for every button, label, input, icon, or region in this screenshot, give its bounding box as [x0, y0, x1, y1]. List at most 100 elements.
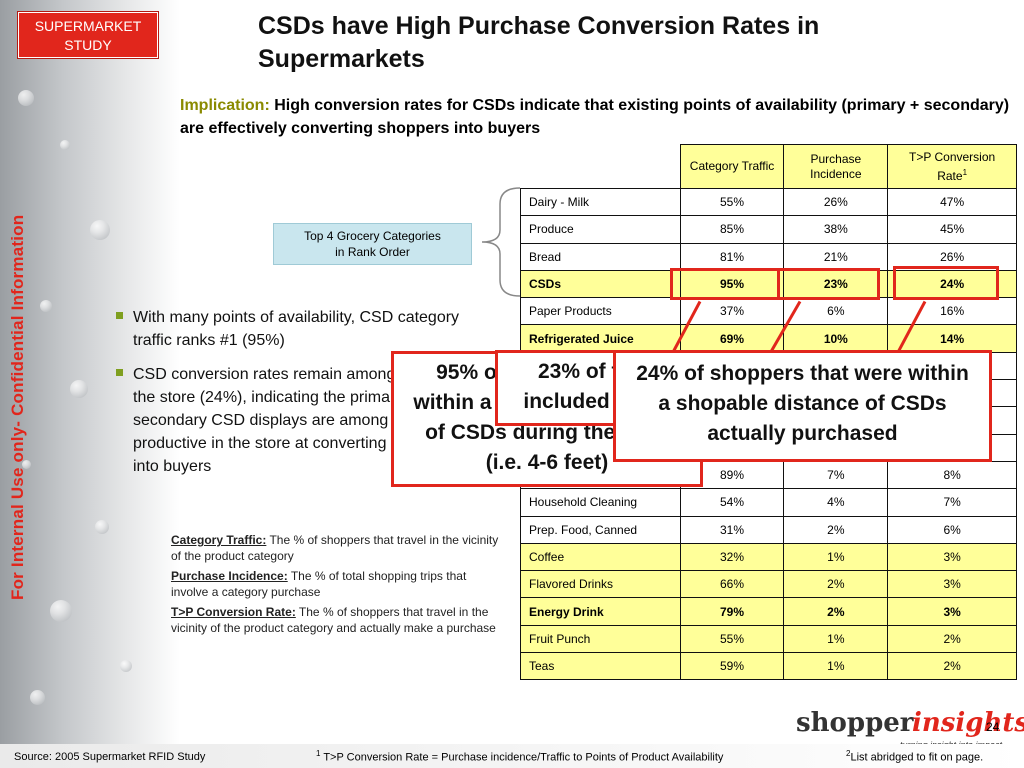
row-category-traffic: 79% [679, 597, 785, 626]
header-footnote-sup: 1 [962, 167, 968, 177]
water-drop [50, 600, 72, 622]
popup-conversion-text: 24% of shoppers that were within a shopa… [636, 362, 969, 445]
definition-text: The % of shoppers that travel in the vic… [171, 605, 496, 635]
table-row: Coffee 32% 1% 3% [520, 542, 1017, 572]
bullet-item: With many points of availability, CSD ca… [115, 306, 485, 352]
table-row: Bread 81% 21% 26% [520, 242, 1017, 271]
row-purchase-incidence: 26% [783, 187, 889, 217]
water-drop [40, 300, 52, 312]
definition-term: Purchase Incidence: [171, 569, 288, 583]
row-category-name: Bread [520, 242, 681, 271]
row-conversion-rate: 3% [887, 570, 1017, 599]
water-drop [70, 380, 88, 398]
row-purchase-incidence: 1% [783, 652, 889, 681]
water-drop [18, 90, 34, 106]
row-purchase-incidence: 2% [783, 570, 889, 599]
bullet-list: With many points of availability, CSD ca… [115, 306, 485, 489]
page-number: 24 [986, 720, 1000, 734]
row-purchase-incidence: 1% [783, 542, 889, 572]
supermarket-study-badge: SUPERMARKET STUDY [18, 12, 158, 58]
row-category-traffic: 85% [679, 215, 785, 244]
row-purchase-incidence: 4% [783, 488, 889, 517]
row-category-traffic: 66% [679, 570, 785, 599]
row-conversion-rate: 2% [887, 624, 1017, 654]
row-purchase-incidence: 38% [783, 215, 889, 244]
definition-text: The % of shoppers that travel in the vic… [171, 533, 499, 563]
top4-callout-line-2: in Rank Order [335, 245, 410, 259]
implication-text: High conversion rates for CSDs indicate … [180, 97, 1010, 137]
row-conversion-rate: 47% [887, 187, 1017, 217]
table-row: Energy Drink 79% 2% 3% [520, 597, 1017, 626]
row-conversion-rate: 8% [887, 460, 1017, 490]
row-category-name: Fruit Punch [520, 624, 681, 654]
table-row: Household Cleaning 54% 4% 7% [520, 488, 1017, 517]
row-category-name: Produce [520, 215, 681, 244]
row-conversion-rate: 2% [887, 652, 1017, 681]
definition-item: T>P Conversion Rate: The % of shoppers t… [171, 604, 501, 636]
row-category-traffic: 54% [679, 488, 785, 517]
row-category-name: Coffee [520, 542, 681, 572]
row-category-traffic: 81% [679, 242, 785, 271]
definition-term: Category Traffic: [171, 533, 267, 547]
left-texture-band [0, 0, 180, 768]
row-purchase-incidence: 7% [783, 460, 889, 490]
logo-insights: insights [912, 708, 1024, 738]
highlight-box-incidence [777, 268, 880, 300]
row-category-traffic: 32% [679, 542, 785, 572]
header-conversion-rate: T>P Conversion Rate1 [887, 144, 1017, 189]
badge-line-1: SUPERMARKET [34, 18, 142, 34]
water-drop [22, 460, 31, 469]
row-category-traffic: 55% [679, 624, 785, 654]
header-purchase-incidence: Purchase Incidence [783, 144, 889, 189]
row-conversion-rate: 14% [887, 324, 1017, 353]
row-category-traffic: 55% [679, 187, 785, 217]
row-purchase-incidence: 1% [783, 624, 889, 654]
row-category-name: Prep. Food, Canned [520, 515, 681, 544]
table-row: Paper Products 37% 6% 16% [520, 297, 1017, 326]
table-row: Teas 59% 1% 2% [520, 652, 1017, 681]
confidential-side-label: For Internal Use only- Confidential Info… [8, 214, 27, 600]
shopper-insights-logo: shopper insights turning insight into im… [796, 708, 1024, 750]
footer-source: Source: 2005 Supermarket RFID Study [14, 751, 206, 763]
row-category-name: Refrigerated Juice [520, 324, 681, 353]
row-purchase-incidence: 2% [783, 597, 889, 626]
definition-text: The % of total shopping trips that invol… [171, 569, 467, 599]
header-blank-cell [521, 145, 681, 189]
table-header-row: Category Traffic Purchase Incidence T>P … [521, 144, 1017, 189]
table-row: Fruit Punch 55% 1% 2% [520, 624, 1017, 654]
table-row: Dairy - Milk 55% 26% 47% [520, 187, 1017, 217]
water-drop [120, 660, 132, 672]
definition-item: Category Traffic: The % of shoppers that… [171, 532, 501, 564]
row-category-name: Paper Products [520, 297, 681, 326]
bullet-item: CSD conversion rates remain among the be… [115, 363, 485, 478]
row-conversion-rate: 7% [887, 488, 1017, 517]
highlight-box-conversion [893, 266, 999, 300]
row-category-traffic: 69% [679, 324, 785, 353]
implication-label: Implication: [180, 97, 270, 114]
bullet-text: With many points of availability, CSD ca… [133, 309, 460, 349]
implication-statement: Implication: High conversion rates for C… [180, 94, 1010, 140]
table-row: Flavored Drinks 66% 2% 3% [520, 570, 1017, 599]
definition-item: Purchase Incidence: The % of total shopp… [171, 568, 501, 600]
top4-categories-callout: Top 4 Grocery Categories in Rank Order [273, 223, 472, 265]
bullet-text: CSD conversion rates remain among the be… [133, 366, 474, 475]
row-purchase-incidence: 21% [783, 242, 889, 271]
row-purchase-incidence: 23% [783, 269, 889, 299]
row-category-name: Dairy - Milk [520, 187, 681, 217]
row-category-name: Flavored Drinks [520, 570, 681, 599]
popup-conversion: 24% of shoppers that were within a shopa… [613, 350, 992, 462]
row-conversion-rate: 3% [887, 542, 1017, 572]
row-category-name: CSDs [520, 269, 681, 299]
header-category-traffic: Category Traffic [679, 144, 785, 189]
highlight-box-traffic [670, 268, 780, 300]
row-conversion-rate: 16% [887, 297, 1017, 326]
water-drop [95, 520, 109, 534]
badge-line-2: STUDY [64, 37, 112, 53]
row-conversion-rate: 6% [887, 515, 1017, 544]
water-drop [60, 140, 70, 150]
row-conversion-rate: 45% [887, 215, 1017, 244]
footer-note-1: 1 T>P Conversion Rate = Purchase inciden… [316, 749, 724, 764]
table-row: Produce 85% 38% 45% [520, 215, 1017, 244]
row-purchase-incidence: 10% [783, 324, 889, 353]
definitions-block: Category Traffic: The % of shoppers that… [171, 532, 501, 640]
